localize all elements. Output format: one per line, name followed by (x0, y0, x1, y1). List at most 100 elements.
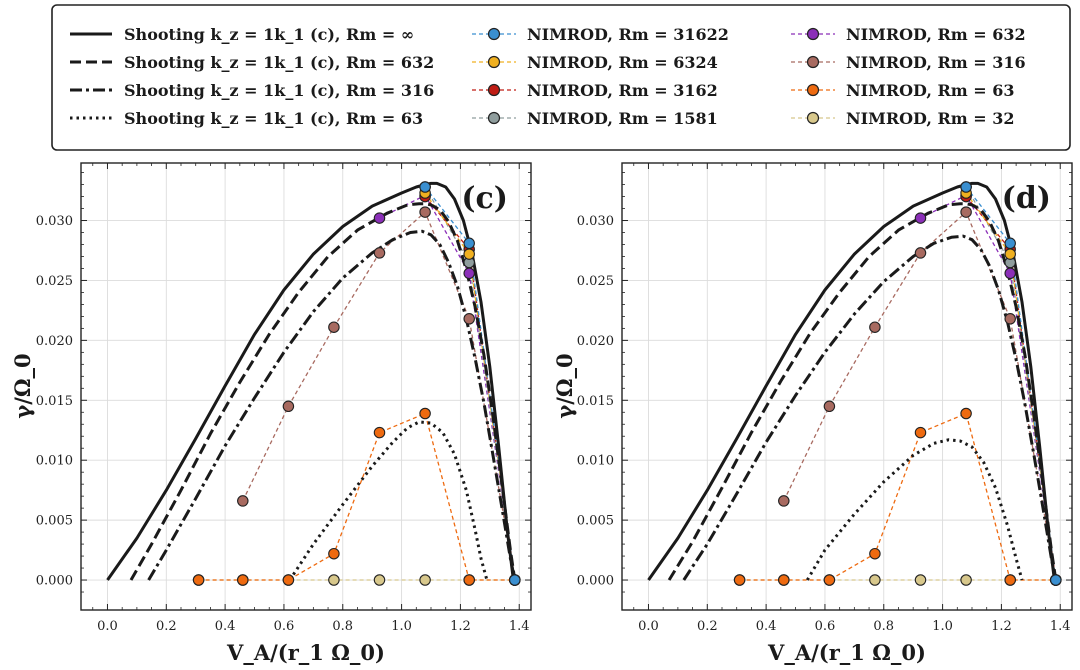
legend-entry-nimrod-6324: NIMROD, Rm = 6324 (472, 53, 718, 72)
shooting-curve-rm-316 (682, 234, 1058, 581)
x-tick-label: 1.2 (450, 619, 471, 634)
nimrod-line-rm-632 (379, 194, 516, 581)
nimrod-point-rm-63 (373, 426, 386, 439)
x-tick-label: 1.4 (509, 619, 530, 634)
nimrod-point-rm-316 (328, 321, 340, 333)
legend-entry-shooting-316: Shooting k_z = 1k_1 (c), Rm = 316 (70, 81, 434, 100)
legend-entry-shooting-632: Shooting k_z = 1k_1 (c), Rm = 632 (70, 53, 434, 72)
nimrod-line-rm-632 (920, 194, 1057, 581)
y-tick-label: 0.025 (577, 274, 614, 289)
y-tick-label: 0.030 (36, 214, 73, 229)
nimrod-point-rm-63 (237, 574, 249, 586)
series-layer (647, 181, 1062, 586)
shooting-curve-rm-632 (129, 202, 517, 581)
nimrod-point-rm-63 (778, 574, 790, 586)
x-tick-label: 1.4 (1050, 619, 1071, 634)
nimrod-point-rm-31622 (419, 181, 431, 193)
x-tick-label: 0.8 (332, 619, 353, 634)
legend-marker-nimrod (806, 55, 820, 69)
nimrod-point-rm-31622 (1004, 237, 1016, 250)
nimrod-point-rm-63 (1004, 574, 1016, 586)
nimrod-point-rm-63 (869, 547, 881, 560)
legend-entry-nimrod-63: NIMROD, Rm = 63 (791, 81, 1015, 100)
y-tick-label: 0.030 (577, 214, 614, 229)
y-tick-label: 0.010 (36, 454, 73, 469)
nimrod-point-rm-63 (733, 574, 746, 586)
nimrod-point-rm-316 (237, 495, 249, 507)
legend-marker-nimrod (806, 27, 820, 41)
legend-marker-nimrod (487, 83, 501, 97)
legend-marker-nimrod (806, 83, 820, 97)
legend-label-nimrod-6324: NIMROD, Rm = 6324 (527, 53, 718, 72)
nimrod-point-rm-32 (914, 574, 927, 586)
y-tick-label: 0.015 (577, 394, 614, 409)
nimrod-point-rm-316 (1004, 313, 1016, 325)
x-tick-label: 0.4 (215, 619, 236, 634)
x-tick-label: 1.2 (991, 619, 1012, 634)
nimrod-line-rm-63 (198, 412, 515, 581)
nimrod-point-rm-316 (869, 321, 881, 333)
nimrod-point-rm-63 (282, 574, 295, 586)
nimrod-point-rm-63 (914, 426, 927, 439)
x-tick-label: 0.0 (638, 619, 659, 634)
x-tick-label: 0.6 (815, 619, 836, 634)
legend-label-nimrod-3162: NIMROD, Rm = 3162 (527, 81, 718, 100)
nimrod-point-rm-31622 (1050, 574, 1062, 586)
nimrod-point-rm-31622 (960, 181, 972, 193)
nimrod-point-rm-32 (419, 574, 431, 586)
nimrod-point-rm-31622 (463, 237, 475, 250)
y-tick-label: 0.015 (36, 394, 73, 409)
nimrod-point-rm-316 (914, 247, 927, 259)
legend-label-nimrod-32: NIMROD, Rm = 32 (846, 109, 1015, 128)
panel-d: 0.0 0.2 0.4 0.6 0.8 1.0 1.2 1.4 0.000 0.005 0.010 0… (552, 162, 1073, 665)
y-tick-label: 0.010 (577, 454, 614, 469)
legend-entry-nimrod-32: NIMROD, Rm = 32 (791, 109, 1015, 128)
nimrod-point-rm-32 (869, 574, 881, 586)
nimrod-point-rm-316 (373, 247, 386, 259)
nimrod-point-rm-63 (192, 574, 205, 586)
nimrod-point-rm-316 (823, 400, 836, 413)
legend-entry-shooting-63: Shooting k_z = 1k_1 (c), Rm = 63 (70, 109, 423, 128)
legend-entry-nimrod-316: NIMROD, Rm = 316 (791, 53, 1026, 72)
axes-frame (80, 162, 532, 611)
legend-label-nimrod-316: NIMROD, Rm = 316 (846, 53, 1026, 72)
nimrod-point-rm-63 (823, 574, 836, 586)
nimrod-point-rm-632 (373, 212, 386, 224)
y-tick-label: 0.000 (36, 574, 73, 589)
x-tick-label: 0.6 (274, 619, 295, 634)
nimrod-point-rm-32 (960, 574, 972, 586)
ticks: 0.0 0.2 0.4 0.6 0.8 1.0 1.2 1.4 0.000 0.005 0.010 0… (577, 163, 1072, 634)
legend-marker-nimrod (487, 111, 501, 125)
legend-marker-nimrod (487, 27, 501, 41)
nimrod-point-rm-6324 (1004, 248, 1016, 260)
nimrod-point-rm-632 (914, 212, 927, 224)
nimrod-point-rm-632 (1004, 267, 1016, 280)
nimrod-line-rm-3162 (965, 196, 1057, 581)
nimrod-point-rm-316 (282, 400, 295, 413)
y-tick-label: 0.020 (36, 334, 73, 349)
nimrod-point-rm-63 (328, 547, 340, 560)
legend: Shooting k_z = 1k_1 (c), Rm = ∞ Shooting… (51, 4, 1071, 151)
y-tick-label: 0.005 (577, 514, 614, 529)
nimrod-point-rm-63 (463, 574, 475, 586)
y-tick-label: 0.025 (36, 274, 73, 289)
legend-label-shooting-316: Shooting k_z = 1k_1 (c), Rm = 316 (124, 81, 434, 100)
legend-entry-nimrod-3162: NIMROD, Rm = 3162 (472, 81, 718, 100)
nimrod-point-rm-32 (328, 574, 340, 586)
y-tick-label: 0.005 (36, 514, 73, 529)
x-tick-label: 0.4 (756, 619, 777, 634)
nimrod-line-rm-3162 (424, 196, 516, 581)
legend-entry-nimrod-1581: NIMROD, Rm = 1581 (472, 109, 718, 128)
nimrod-point-rm-32 (373, 574, 386, 586)
x-tick-label: 0.0 (97, 619, 118, 634)
panel-c: 0.0 0.2 0.4 0.6 0.8 1.0 1.2 1.4 0.000 0.005 0.010 0… (10, 162, 532, 665)
nimrod-point-rm-63 (419, 407, 431, 420)
nimrod-point-rm-316 (419, 206, 431, 218)
nimrod-line-rm-63 (739, 412, 1056, 581)
nimrod-point-rm-316 (463, 313, 475, 325)
legend-marker-nimrod (806, 111, 820, 125)
x-axis-label: V_A/(r_1 Ω_0) (226, 640, 385, 665)
panel-label: (c) (461, 181, 508, 216)
legend-label-shooting-63: Shooting k_z = 1k_1 (c), Rm = 63 (124, 109, 423, 128)
